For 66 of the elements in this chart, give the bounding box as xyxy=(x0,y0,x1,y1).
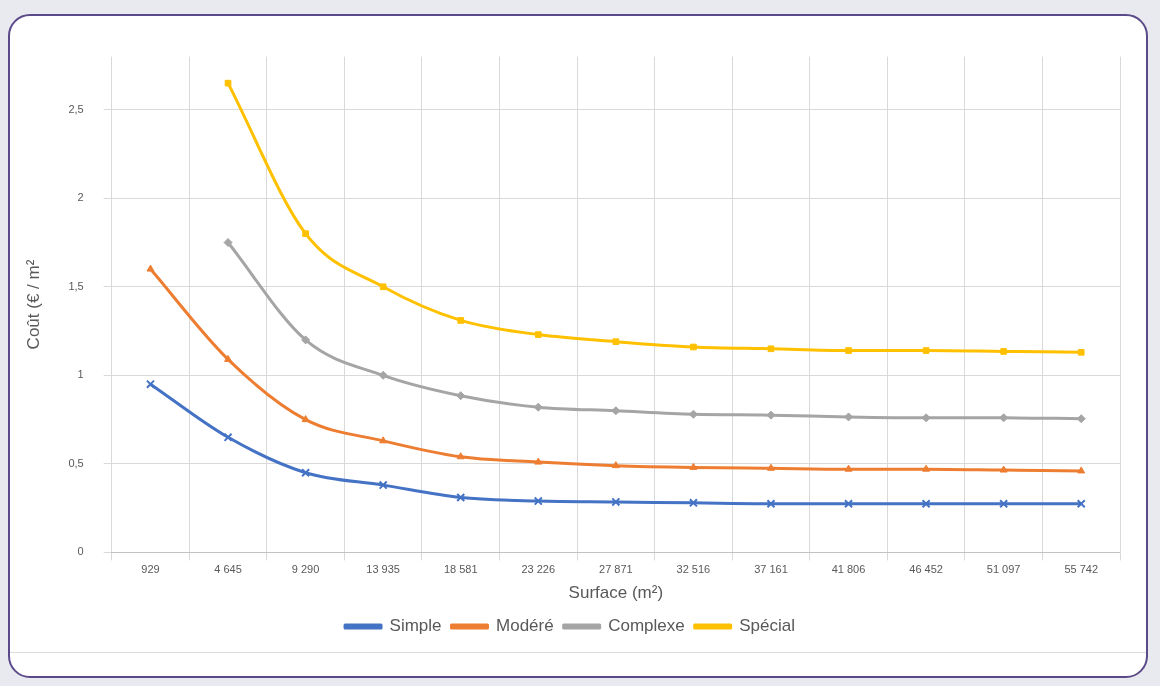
point xyxy=(534,457,543,465)
point xyxy=(534,331,542,338)
point xyxy=(145,379,156,389)
point xyxy=(378,370,388,380)
x-tick-label: 9 290 xyxy=(291,563,320,576)
y-tick-label: 0 xyxy=(77,545,84,558)
point xyxy=(1077,466,1086,474)
x-tick-label: 929 xyxy=(141,563,160,576)
point xyxy=(999,465,1008,473)
point xyxy=(922,464,931,472)
point xyxy=(999,499,1009,509)
point xyxy=(611,497,621,507)
point xyxy=(1077,348,1085,356)
point xyxy=(302,230,309,237)
point xyxy=(1076,499,1086,509)
x-tick-label: 51 097 xyxy=(986,563,1021,576)
point xyxy=(457,317,465,324)
y-tick-label: 1 xyxy=(77,368,84,381)
point xyxy=(612,338,620,346)
point xyxy=(456,452,465,460)
point xyxy=(690,343,697,351)
legend-label: Modéré xyxy=(496,616,554,636)
point xyxy=(766,499,776,509)
point xyxy=(301,335,311,345)
point xyxy=(1000,348,1007,355)
y-tick-label: 2,5 xyxy=(68,102,84,115)
point xyxy=(379,283,387,291)
point xyxy=(301,468,311,478)
x-tick-label: 18 581 xyxy=(443,563,478,576)
point xyxy=(611,461,620,469)
x-tick-label: 32 516 xyxy=(676,563,711,576)
legend-label: Simple xyxy=(389,616,442,636)
x-axis-title: Surface (m²) xyxy=(568,583,664,603)
point xyxy=(844,464,853,472)
x-tick-label: 27 871 xyxy=(599,563,633,576)
point xyxy=(767,463,775,471)
point xyxy=(845,347,852,354)
legend-label: Spécial xyxy=(739,616,795,636)
y-tick-label: 1,5 xyxy=(68,279,84,292)
y-tick-label: 0,5 xyxy=(68,456,84,469)
x-tick-label: 55 742 xyxy=(1064,563,1099,576)
point xyxy=(533,496,543,506)
point xyxy=(689,462,698,470)
point xyxy=(224,79,232,87)
point xyxy=(224,354,232,362)
x-tick-label: 23 226 xyxy=(521,563,556,576)
point xyxy=(146,264,155,272)
x-tick-label: 41 806 xyxy=(831,563,866,576)
point xyxy=(688,498,698,508)
x-tick-label: 46 452 xyxy=(909,563,943,576)
x-tick-label: 37 161 xyxy=(754,563,788,576)
point xyxy=(379,436,388,444)
point xyxy=(922,347,930,354)
point xyxy=(456,492,466,503)
point xyxy=(223,238,233,248)
point xyxy=(921,499,931,509)
x-tick-label: 13 935 xyxy=(366,563,400,576)
point xyxy=(301,415,310,423)
y-axis-title: Coût (€ / m² xyxy=(23,259,43,350)
point xyxy=(767,345,775,353)
point xyxy=(378,480,388,490)
point xyxy=(223,432,233,442)
x-tick-label: 4 645 xyxy=(214,563,242,576)
legend-label: Complexe xyxy=(608,616,685,636)
point xyxy=(844,499,854,509)
y-tick-label: 2 xyxy=(77,191,84,204)
